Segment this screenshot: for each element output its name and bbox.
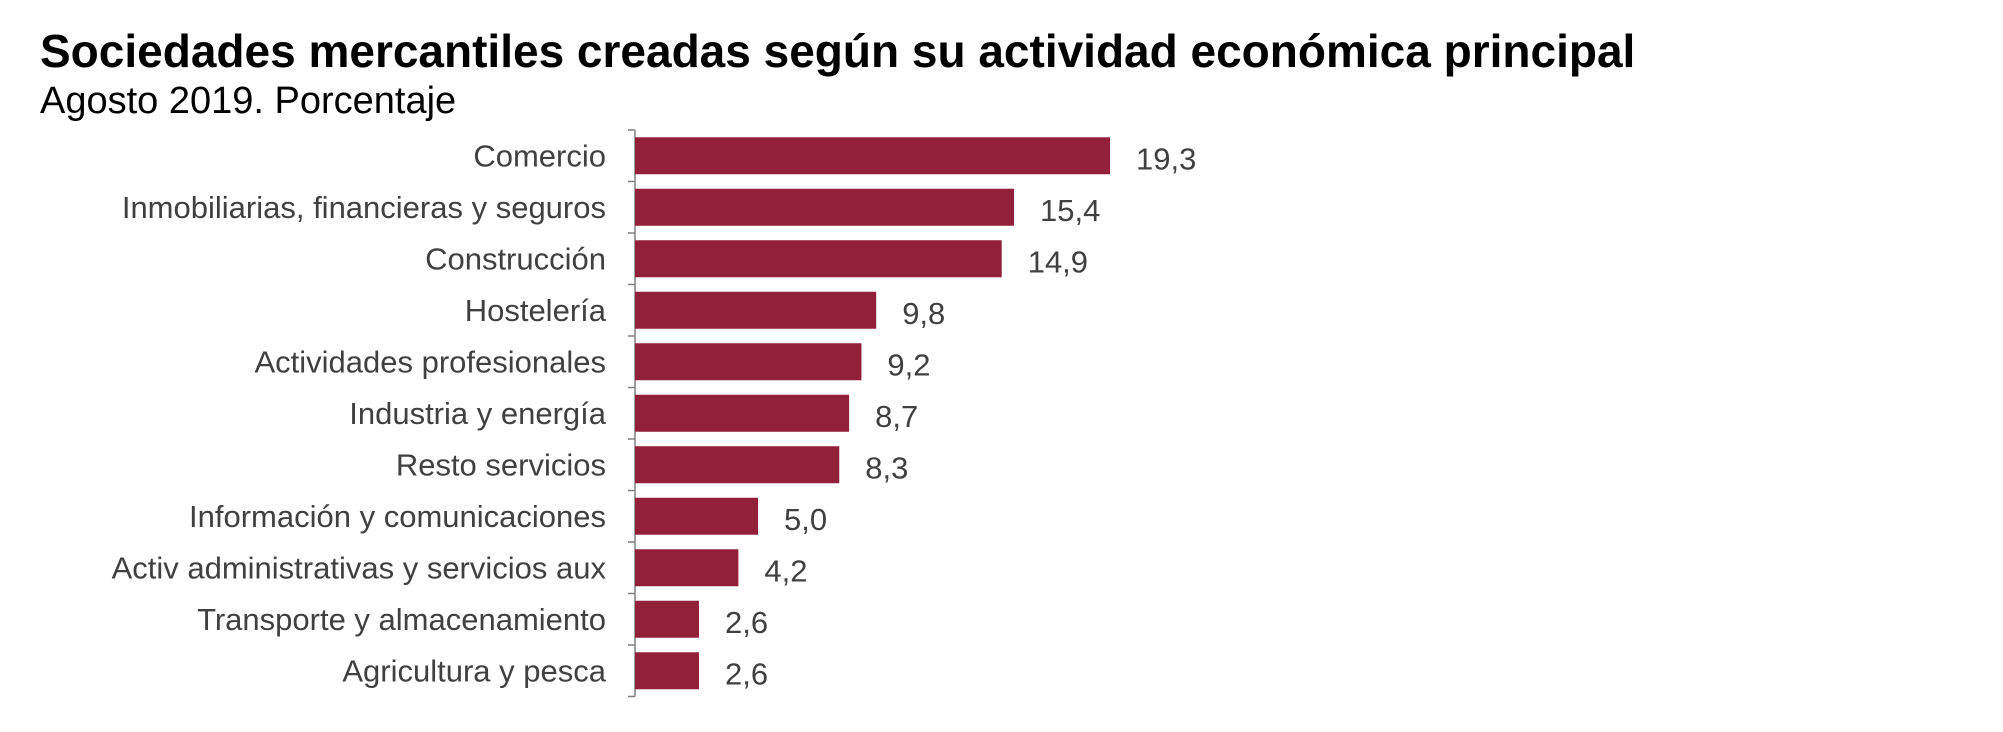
- category-axis: [628, 129, 636, 698]
- category-label: Industria y energía: [349, 396, 607, 431]
- bar: [635, 343, 862, 381]
- category-label: Actividades profesionales: [254, 344, 606, 379]
- category-label: Transporte y almacenamiento: [197, 602, 606, 637]
- category-label: Información y comunicaciones: [189, 499, 606, 534]
- category-labels-group: Comercio Inmobiliarias, financieras y seg…: [112, 138, 607, 688]
- bar: [635, 240, 1002, 278]
- bar: [635, 394, 850, 432]
- value-label: 9,2: [887, 347, 930, 382]
- category-label: Hostelería: [465, 293, 607, 328]
- chart-subtitle: Agosto 2019. Porcentaje: [40, 80, 457, 122]
- value-label: 2,6: [725, 605, 768, 640]
- bar: [635, 446, 840, 484]
- value-label: 15,4: [1040, 193, 1100, 228]
- bar: [635, 652, 699, 690]
- value-label: 4,2: [764, 553, 807, 588]
- bar: [635, 497, 759, 535]
- category-label: Construcción: [425, 241, 606, 276]
- bar: [635, 291, 877, 329]
- bar: [635, 137, 1110, 175]
- category-label: Inmobiliarias, financieras y seguros: [122, 190, 606, 225]
- category-label: Resto servicios: [396, 447, 606, 482]
- bar: [635, 188, 1015, 226]
- value-label: 9,8: [902, 296, 945, 331]
- bars-group: [635, 137, 1110, 690]
- bar: [635, 600, 699, 638]
- value-label: 8,7: [875, 399, 918, 434]
- category-label: Activ administrativas y servicios aux: [112, 550, 607, 585]
- value-label: 8,3: [865, 450, 908, 485]
- category-label: Comercio: [473, 138, 606, 173]
- bar: [635, 549, 739, 587]
- value-label: 14,9: [1028, 244, 1088, 279]
- value-label: 19,3: [1136, 141, 1196, 176]
- value-label: 2,6: [725, 656, 768, 691]
- value-label: 5,0: [784, 502, 827, 537]
- chart-title: Sociedades mercantiles creadas según su …: [40, 25, 1636, 77]
- value-labels-group: 19,3 15,4 14,9 9,8 9,2 8,7 8,3 5,0 4,2 2,6 2,6: [725, 141, 1196, 691]
- category-label: Agricultura y pesca: [342, 653, 606, 688]
